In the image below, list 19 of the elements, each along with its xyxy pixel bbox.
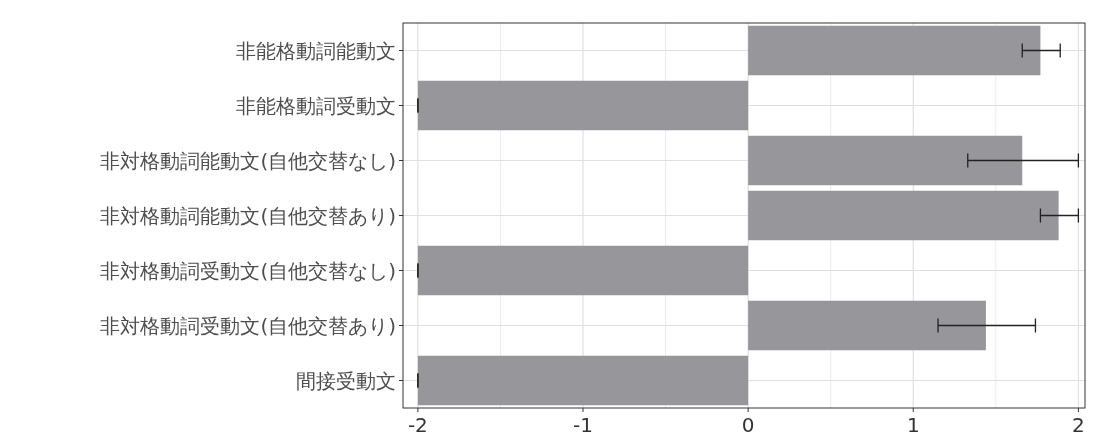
x-tick-label: 0	[741, 413, 755, 437]
bar	[417, 355, 749, 406]
bar	[417, 80, 749, 131]
x-tick-label: -1	[573, 413, 593, 437]
y-tick-label: 非能格動詞受動文	[236, 93, 396, 118]
y-tick-label: 非対格動詞受動文(自他交替あり)	[100, 313, 396, 338]
y-tick-label: 非対格動詞能動文(自他交替なし)	[100, 148, 396, 173]
x-tick-label: 1	[906, 413, 920, 437]
y-tick-label: 非対格動詞能動文(自他交替あり)	[100, 203, 396, 228]
x-tick-label: 2	[1072, 413, 1085, 437]
y-tick-label: 非能格動詞能動文	[236, 38, 396, 63]
bar	[748, 190, 1059, 241]
bar	[748, 300, 986, 351]
y-tick-label: 間接受動文	[296, 368, 396, 393]
bar	[748, 135, 1023, 186]
bar	[748, 25, 1041, 76]
x-tick-label: -2	[407, 413, 428, 437]
y-tick-label: 非対格動詞受動文(自他交替なし)	[100, 258, 396, 283]
bar	[417, 245, 749, 296]
